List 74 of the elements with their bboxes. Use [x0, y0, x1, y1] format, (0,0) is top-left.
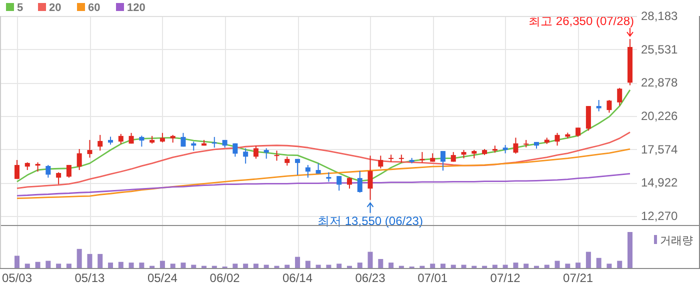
- legend-label: 120: [127, 2, 146, 14]
- legend-label: 거래량: [660, 235, 693, 247]
- legend-label: 20: [49, 2, 62, 14]
- bar: [606, 264, 612, 268]
- bar: [87, 254, 92, 268]
- bar: [513, 262, 518, 268]
- legend-label: 5: [17, 2, 24, 14]
- bar: [243, 264, 248, 268]
- bar: [66, 264, 72, 268]
- x-tick-label: 05/13: [74, 271, 106, 285]
- bar: [128, 262, 134, 268]
- bar: [596, 258, 602, 268]
- x-tick-label: 05/24: [147, 271, 178, 285]
- bar: [305, 260, 310, 268]
- bar: [24, 264, 30, 268]
- y-tick-label: 12,270: [641, 209, 678, 223]
- bar: [191, 264, 196, 268]
- x-tick-label: 07/12: [490, 271, 521, 285]
- y-tick-label: 25,531: [641, 42, 678, 56]
- bar: [264, 264, 269, 268]
- bar: [357, 262, 362, 268]
- line-series: [16, 148, 631, 199]
- x-tick-label: 06/14: [282, 271, 313, 285]
- bar: [56, 264, 62, 268]
- bar: [502, 264, 508, 268]
- bar: [450, 264, 456, 268]
- bar: [14, 256, 20, 268]
- bar: [378, 259, 384, 268]
- x-tick-label: 06/02: [210, 271, 240, 285]
- legend-label: 60: [88, 2, 100, 14]
- bar: [336, 264, 342, 268]
- bar: [461, 264, 466, 268]
- bar: [544, 264, 550, 268]
- bar: [180, 262, 186, 268]
- bar: [76, 248, 82, 268]
- bar: [98, 254, 103, 268]
- y-tick-label: 20,226: [641, 109, 678, 124]
- bar: [170, 264, 176, 268]
- bar: [35, 262, 40, 268]
- x-tick-label: 05/03: [2, 271, 32, 285]
- bar: [628, 232, 632, 268]
- bar: [492, 264, 498, 268]
- bar: [253, 264, 258, 268]
- annotation: 최고 26,350 (07/28): [528, 14, 634, 28]
- bar: [430, 264, 436, 268]
- bar: [565, 264, 570, 268]
- bar: [232, 264, 238, 268]
- line-series: [16, 172, 631, 196]
- bar: [368, 252, 373, 268]
- bar: [108, 262, 114, 268]
- bar: [316, 264, 321, 268]
- bar: [554, 260, 560, 268]
- y-tick-label: 14,922: [641, 176, 678, 190]
- y-tick-label: 28,183: [641, 9, 678, 23]
- y-tick-label: 17,574: [641, 142, 678, 156]
- bar: [586, 252, 591, 268]
- bar: [326, 264, 332, 268]
- bar: [617, 260, 622, 268]
- bar: [139, 262, 144, 268]
- bar: [118, 262, 124, 268]
- x-tick-label: 07/21: [563, 271, 594, 285]
- bar: [440, 264, 446, 268]
- bar: [295, 256, 300, 268]
- bar: [284, 264, 290, 268]
- bar: [524, 264, 529, 268]
- x-tick-label: 06/23: [355, 271, 386, 285]
- bar: [160, 260, 165, 268]
- annotation: 최저 13,550 (06/23): [318, 214, 423, 228]
- x-tick-label: 07/01: [418, 271, 448, 285]
- bar: [576, 262, 581, 268]
- bar: [46, 260, 51, 268]
- bar: [388, 262, 394, 268]
- line-series: [16, 132, 631, 190]
- y-tick-label: 22,878: [641, 76, 678, 90]
